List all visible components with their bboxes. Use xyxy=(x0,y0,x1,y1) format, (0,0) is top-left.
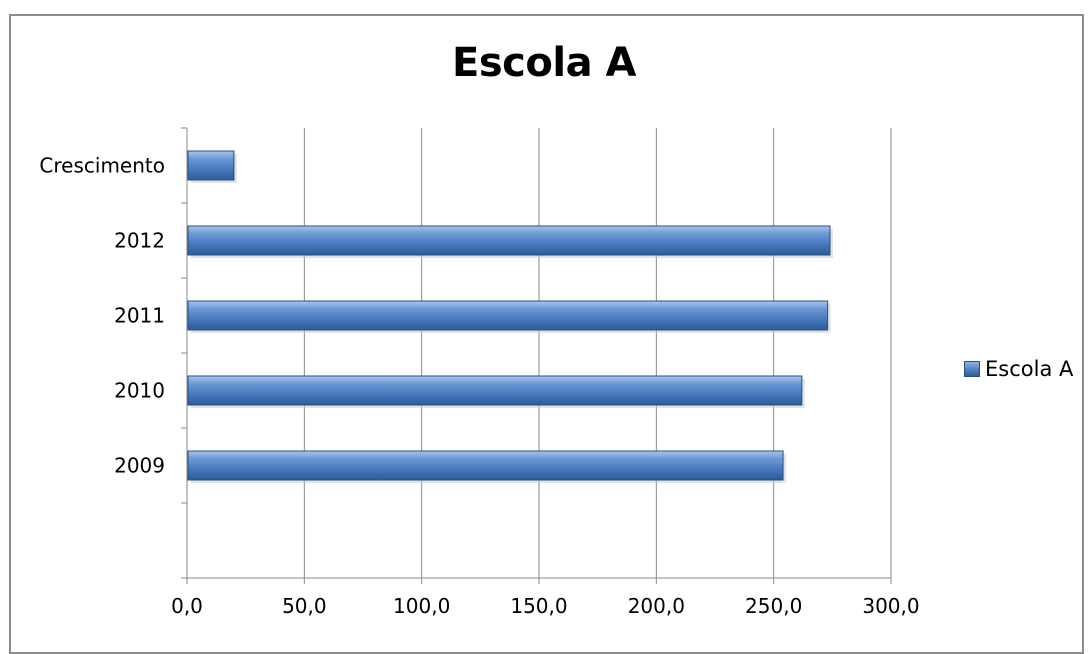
x-tick-label: 150,0 xyxy=(510,594,567,618)
bars xyxy=(187,150,833,483)
bar xyxy=(187,150,235,181)
bar-chart: 0,0 50,0 100,0 150,0 200,0 250,0 300,0 2009 2010… xyxy=(39,127,920,619)
y-tick-label: Crescimento xyxy=(39,154,165,178)
x-tick-label: 0,0 xyxy=(171,594,203,618)
bar xyxy=(187,450,784,481)
y-tick-label: 2010 xyxy=(114,379,165,403)
x-tick-label: 50,0 xyxy=(282,594,327,618)
bar xyxy=(187,300,829,331)
y-tick-label: 2012 xyxy=(114,229,165,253)
x-tick-label: 200,0 xyxy=(628,594,685,618)
bar xyxy=(187,225,831,256)
y-tick-label: 2011 xyxy=(114,304,165,328)
x-tick-label: 300,0 xyxy=(862,594,919,618)
x-tick-label: 250,0 xyxy=(745,594,802,618)
legend-swatch xyxy=(964,361,980,377)
gridlines xyxy=(303,128,892,578)
chart-title: Escola A xyxy=(452,40,636,86)
bar xyxy=(187,375,803,406)
legend: Escola A xyxy=(964,357,1073,381)
axes xyxy=(181,127,892,584)
y-tick-label: 2009 xyxy=(114,454,165,478)
legend-label: Escola A xyxy=(985,357,1074,381)
tick-labels: 0,0 50,0 100,0 150,0 200,0 250,0 300,0 2009 2010… xyxy=(39,154,919,619)
chart-frame xyxy=(9,14,1084,654)
x-tick-label: 100,0 xyxy=(393,594,450,618)
